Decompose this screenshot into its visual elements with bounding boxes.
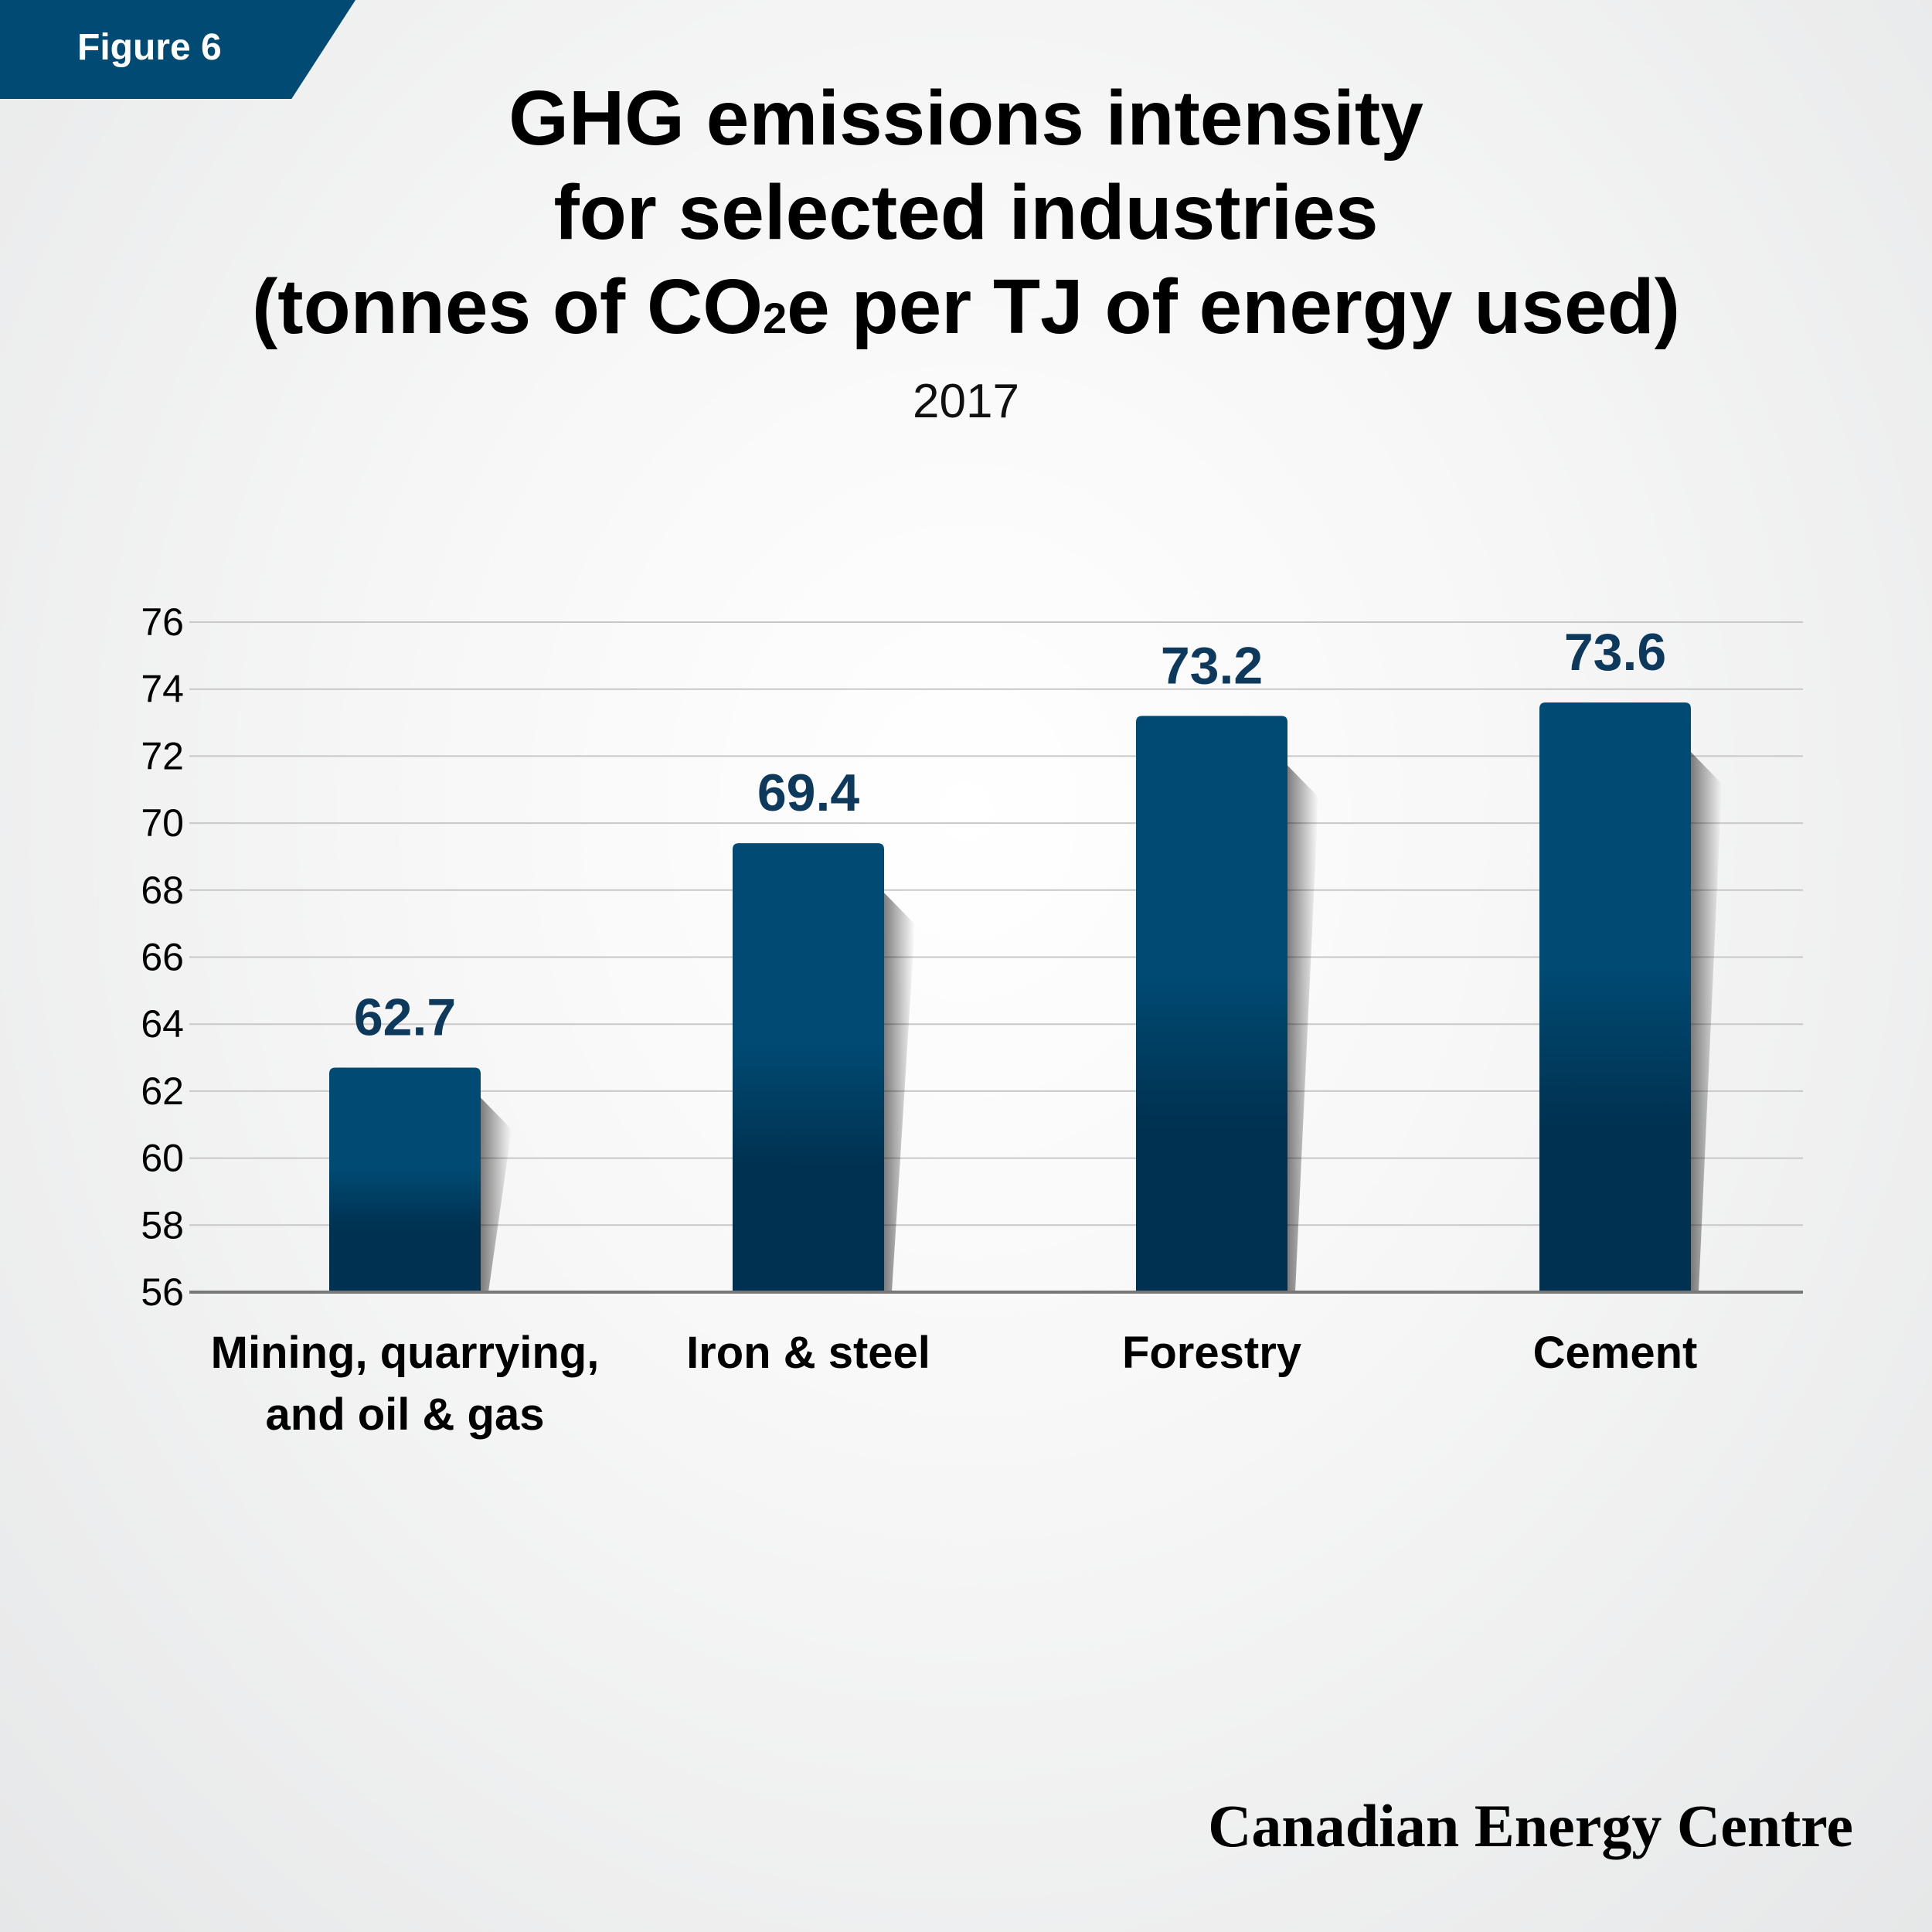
value-label: 73.6 <box>1564 623 1666 682</box>
bar-shadow <box>1284 762 1318 1292</box>
bar <box>1136 716 1287 1292</box>
value-label: 69.4 <box>757 764 860 822</box>
y-tick-label: 74 <box>141 668 184 711</box>
title-line-3: (tonnes of CO2e per TJ of energy used) <box>0 260 1932 366</box>
y-tick-label: 64 <box>141 1002 184 1046</box>
x-category-label: Iron & steel <box>686 1328 930 1378</box>
y-tick-label: 60 <box>141 1137 184 1180</box>
value-labels: 62.7 69.4 73.2 73.6 <box>354 623 1666 1047</box>
bar-shadows <box>478 749 1722 1292</box>
y-tick-label: 68 <box>141 869 184 912</box>
bar-shadow <box>1688 749 1722 1292</box>
title-line-2: for selected industries <box>553 169 1379 256</box>
brand-logo: Canadian Energy Centre <box>1208 1792 1853 1859</box>
y-tick-label: 58 <box>141 1203 184 1247</box>
y-tick-label: 72 <box>141 734 184 777</box>
figure-label: Figure 6 <box>77 27 222 68</box>
y-tick-label: 76 <box>141 600 184 644</box>
x-category-label: Cement <box>1533 1328 1698 1378</box>
figure-tag: Figure 6 <box>0 0 355 99</box>
title-line-3b: e per TJ of energy used) <box>787 264 1681 350</box>
title-line-1: GHG emissions intensity <box>509 75 1423 162</box>
bar-shadow <box>881 889 915 1292</box>
value-label: 73.2 <box>1161 636 1263 695</box>
bar <box>733 843 884 1292</box>
y-axis-ticks: 56 58 60 62 64 66 68 70 72 74 76 <box>141 600 184 1314</box>
y-tick-label: 56 <box>141 1270 184 1314</box>
x-category-label: and oil & gas <box>266 1389 545 1440</box>
title-subscript: 2 <box>763 294 787 342</box>
bar <box>329 1067 481 1292</box>
y-tick-label: 66 <box>141 936 184 979</box>
y-tick-label: 62 <box>141 1070 184 1113</box>
x-category-label: Forestry <box>1122 1328 1301 1378</box>
bars <box>329 702 1691 1292</box>
y-tick-label: 70 <box>141 801 184 845</box>
bar-shadow <box>478 1094 512 1292</box>
title-line-3a: (tonnes of CO <box>251 264 764 350</box>
bar <box>1539 702 1691 1292</box>
chart-title: GHG emissions intensity for selected ind… <box>0 71 1932 366</box>
chart-subtitle: 2017 <box>913 375 1019 428</box>
x-category-label: Mining, quarrying, <box>211 1328 600 1378</box>
value-label: 62.7 <box>354 988 456 1047</box>
x-axis-categories: Mining, quarrying, and oil & gas Iron & st… <box>211 1328 1698 1440</box>
